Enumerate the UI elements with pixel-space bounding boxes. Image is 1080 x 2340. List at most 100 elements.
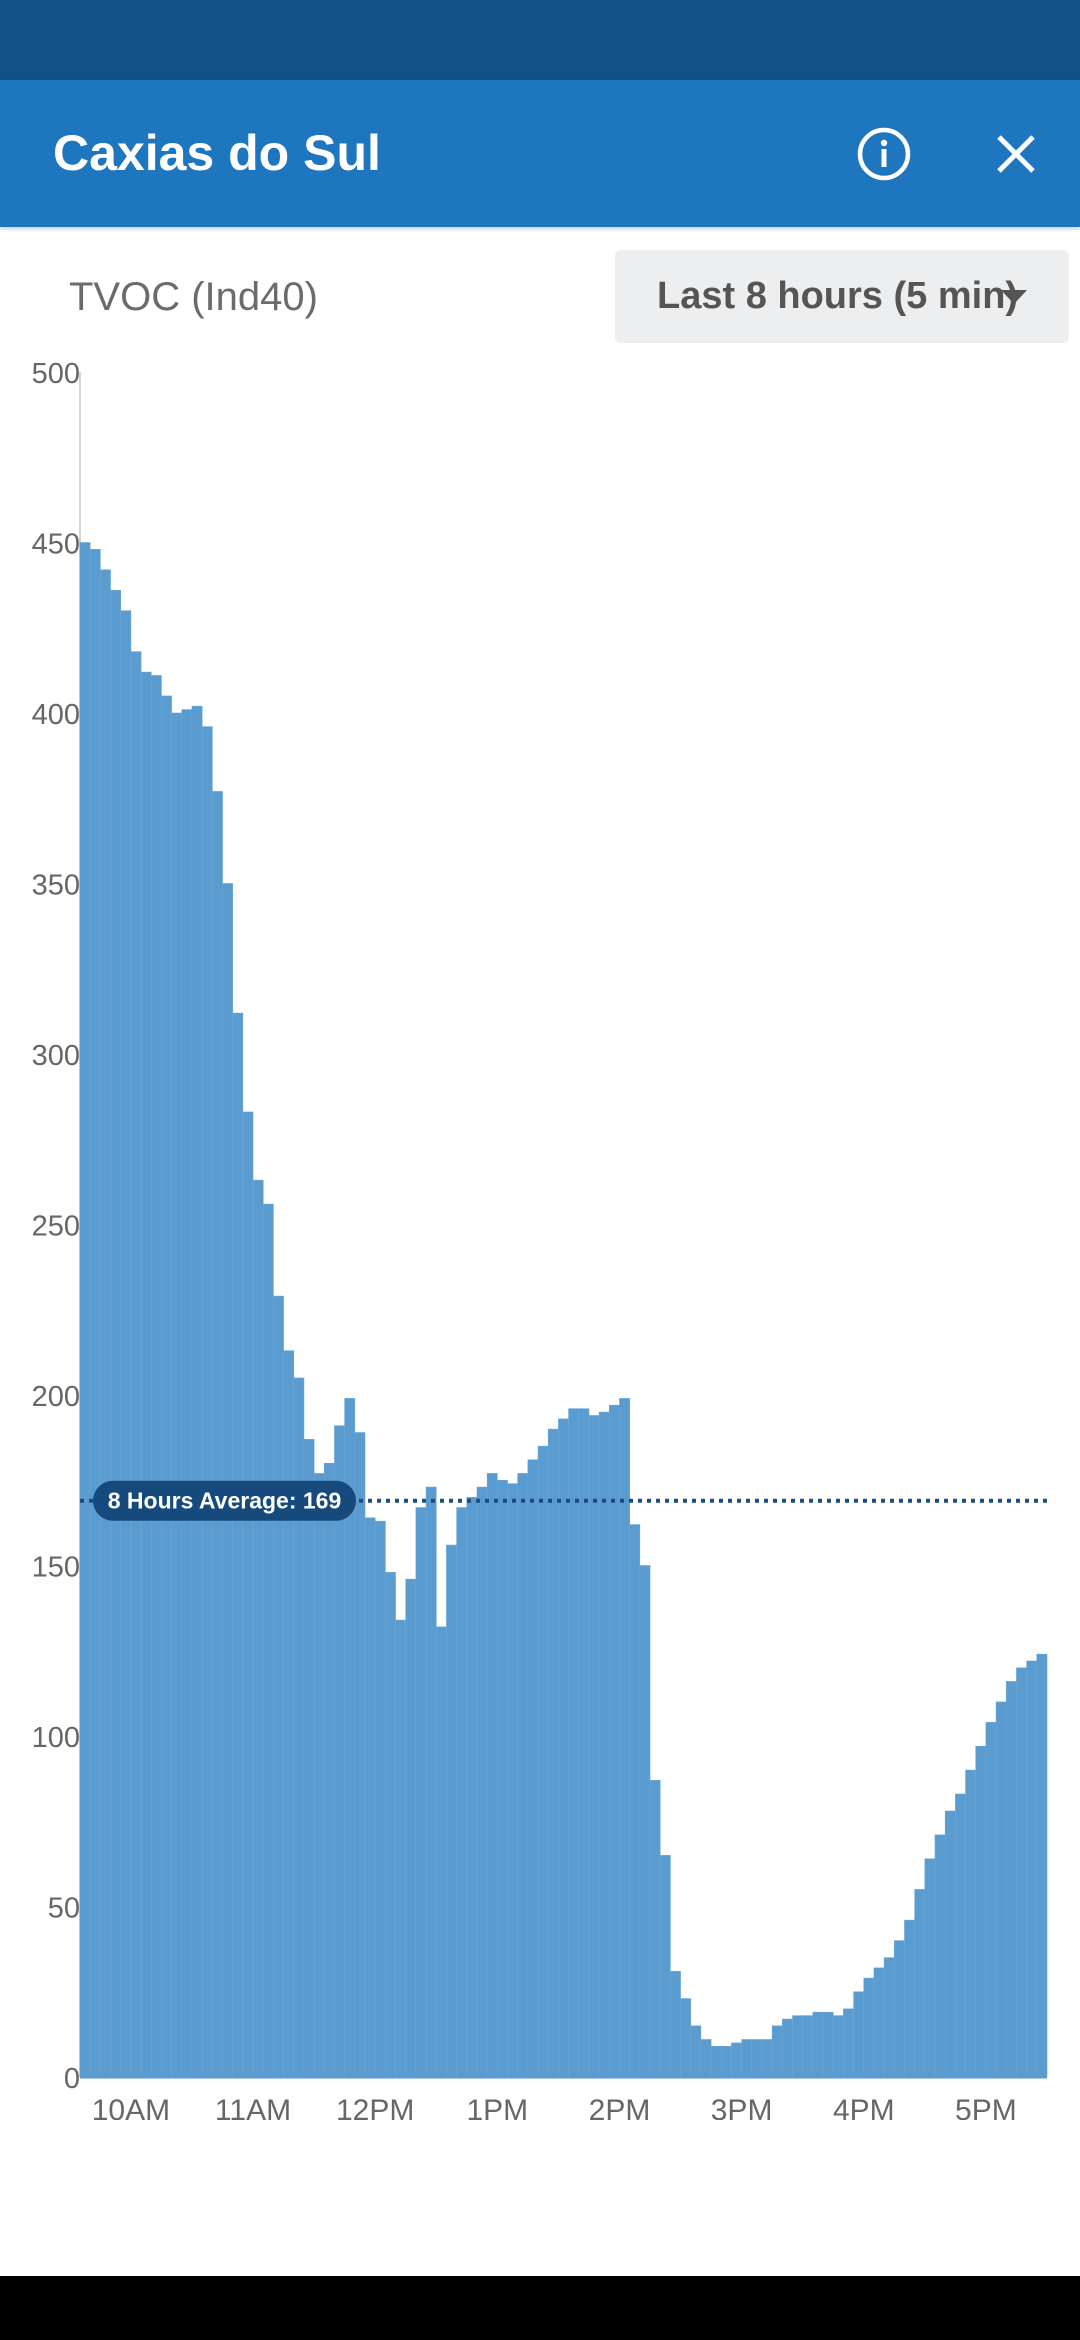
- bar: [273, 1295, 284, 2078]
- bar: [466, 1497, 478, 2078]
- bar: [598, 1411, 610, 2078]
- bar: [873, 1967, 885, 2078]
- bar: [802, 2015, 814, 2078]
- x-tick-label: 5PM: [955, 2094, 1017, 2120]
- bar: [100, 569, 111, 2078]
- bar: [720, 2046, 732, 2078]
- bar: [161, 695, 172, 2078]
- bar: [659, 1855, 671, 2078]
- bar: [965, 1769, 977, 2078]
- bar: [435, 1626, 447, 2078]
- bar: [242, 1111, 254, 2078]
- bar: [232, 1012, 244, 2078]
- bar: [955, 1793, 966, 2078]
- bar: [761, 2039, 773, 2078]
- status-bar: [0, 0, 1080, 80]
- y-tick-label: 150: [32, 1552, 80, 1584]
- bar: [507, 1483, 518, 2078]
- bar: [944, 1810, 956, 2078]
- bar: [354, 1432, 366, 2078]
- bar: [822, 2011, 834, 2078]
- bar: [782, 2018, 793, 2078]
- bar: [547, 1428, 559, 2078]
- bar: [894, 1940, 905, 2078]
- average-label: 8 Hours Average: 169: [108, 1488, 342, 1514]
- bar: [863, 1977, 875, 2078]
- bar: [1005, 1681, 1017, 2078]
- bar: [975, 1745, 987, 2078]
- bar: [1026, 1660, 1038, 2078]
- bar: [649, 1780, 661, 2078]
- bar: [303, 1439, 315, 2078]
- bar: [771, 2025, 783, 2078]
- y-tick-label: 500: [32, 358, 80, 390]
- bar: [89, 549, 101, 2078]
- bar: [385, 1572, 396, 2078]
- bar: [914, 1889, 926, 2078]
- bar: [212, 791, 223, 2078]
- bar: [283, 1350, 295, 2078]
- x-tick-label: 11AM: [215, 2094, 291, 2120]
- bar: [924, 1858, 936, 2078]
- x-tick-label: 4PM: [833, 2094, 895, 2120]
- bar: [405, 1578, 417, 2078]
- bar: [578, 1408, 590, 2078]
- bar: [446, 1544, 457, 2078]
- bar: [1016, 1667, 1027, 2078]
- x-tick-label: 12PM: [336, 2094, 414, 2120]
- bar: [751, 2039, 763, 2078]
- bar: [222, 883, 233, 2078]
- bar: [680, 1998, 692, 2078]
- bar: [812, 2011, 824, 2078]
- bar: [883, 1957, 895, 2078]
- bar: [140, 671, 152, 2078]
- bar: [904, 1919, 915, 2078]
- bar: [731, 2042, 742, 2078]
- y-tick-label: 250: [32, 1211, 80, 1243]
- bar: [568, 1408, 580, 2078]
- bar: [843, 2008, 854, 2078]
- bar: [150, 675, 162, 2078]
- bar: [395, 1619, 407, 2078]
- bar: [181, 709, 193, 2078]
- bar: [323, 1462, 335, 2078]
- bar: [334, 1425, 345, 2078]
- y-tick-label: 100: [32, 1722, 80, 1754]
- bar: [201, 726, 213, 2078]
- bar: [670, 1970, 681, 2078]
- y-tick-label: 50: [48, 1893, 80, 1925]
- close-icon[interactable]: [990, 128, 1042, 180]
- bar: [476, 1486, 488, 2078]
- y-tick-label: 400: [32, 699, 80, 731]
- bar: [985, 1722, 997, 2078]
- average-label-badge: [93, 1480, 356, 1521]
- bar: [527, 1459, 539, 2078]
- time-range-dropdown[interactable]: Last 8 hours (5 min): [615, 250, 1069, 343]
- y-tick-label: 300: [32, 1040, 80, 1072]
- bar: [995, 1701, 1007, 2078]
- bar: [130, 651, 142, 2078]
- x-tick-label: 3PM: [711, 2094, 773, 2120]
- metric-label: TVOC (Ind40): [69, 275, 318, 319]
- bar: [110, 589, 122, 2078]
- bar: [700, 2039, 712, 2078]
- page-title: Caxias do Sul: [53, 125, 381, 181]
- x-tick-label: 1PM: [466, 2094, 528, 2120]
- bar: [1036, 1653, 1048, 2078]
- bar: [415, 1507, 427, 2078]
- y-tick-label: 350: [32, 870, 80, 902]
- bar: [629, 1524, 641, 2078]
- bar: [191, 705, 203, 2078]
- navigation-bar: [0, 2276, 1080, 2340]
- bar: [639, 1565, 651, 2078]
- bar: [79, 542, 91, 2078]
- bar: [710, 2046, 722, 2078]
- bar: [792, 2015, 804, 2078]
- bar: [832, 2015, 844, 2078]
- bar: [486, 1473, 498, 2078]
- info-icon[interactable]: [855, 125, 913, 183]
- bar: [425, 1486, 437, 2078]
- bar: [262, 1203, 274, 2078]
- time-range-value: Last 8 hours (5 min): [657, 275, 1019, 317]
- bar: [374, 1520, 386, 2078]
